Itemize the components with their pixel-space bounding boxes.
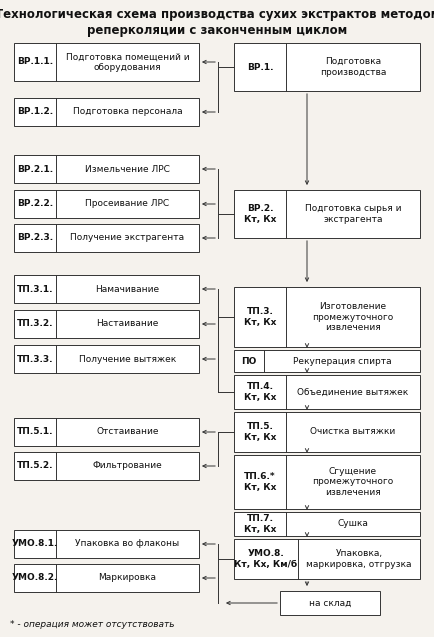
- Text: ВР.1.2.: ВР.1.2.: [17, 108, 53, 117]
- Text: Технологическая схема производства сухих экстрактов методом
реперколяции с закон: Технологическая схема производства сухих…: [0, 8, 434, 37]
- Text: Сушка: Сушка: [337, 520, 368, 529]
- Text: ВР.2.
Кт, Кх: ВР.2. Кт, Кх: [243, 204, 276, 224]
- Text: Подготовка сырья и
экстрагента: Подготовка сырья и экстрагента: [304, 204, 400, 224]
- Text: Маркировка: Маркировка: [98, 573, 156, 582]
- Text: Объединение вытяжек: Объединение вытяжек: [297, 387, 408, 396]
- Text: ТП.5.
Кт, Кх: ТП.5. Кт, Кх: [243, 422, 276, 441]
- Text: Очистка вытяжки: Очистка вытяжки: [310, 427, 395, 436]
- Bar: [14, 275, 198, 303]
- Bar: [233, 512, 419, 536]
- Text: на склад: на склад: [308, 599, 350, 608]
- Text: ТП.3.
Кт, Кх: ТП.3. Кт, Кх: [243, 307, 276, 327]
- Text: Упаковка во флаконы: Упаковка во флаконы: [75, 540, 179, 548]
- Text: ВР.2.2.: ВР.2.2.: [17, 199, 53, 208]
- Bar: [233, 412, 419, 452]
- Text: Сгущение
промежуточного
извлечения: Сгущение промежуточного извлечения: [312, 467, 393, 497]
- Bar: [279, 591, 379, 615]
- Bar: [233, 539, 419, 579]
- Text: ТП.3.2.: ТП.3.2.: [17, 320, 53, 329]
- Text: ВР.2.1.: ВР.2.1.: [17, 164, 53, 173]
- Bar: [14, 452, 198, 480]
- Bar: [14, 564, 198, 592]
- Bar: [14, 98, 198, 126]
- Text: ВР.1.1.: ВР.1.1.: [17, 57, 53, 66]
- Text: ТП.5.1.: ТП.5.1.: [17, 427, 53, 436]
- Text: Намачивание: Намачивание: [95, 285, 159, 294]
- Text: ТП.7.
Кт, Кх: ТП.7. Кт, Кх: [243, 514, 276, 534]
- Text: Получение экстрагента: Получение экстрагента: [70, 234, 184, 243]
- Text: ТП.4.
Кт, Кх: ТП.4. Кт, Кх: [243, 382, 276, 402]
- Text: УМО.8.1.: УМО.8.1.: [12, 540, 58, 548]
- Text: Подготовка помещений и
оборудования: Подготовка помещений и оборудования: [66, 52, 189, 72]
- Bar: [233, 350, 419, 372]
- Text: Измельчение ЛРС: Измельчение ЛРС: [85, 164, 170, 173]
- Text: ВР.1.: ВР.1.: [246, 62, 273, 71]
- Bar: [233, 43, 419, 91]
- Text: ВР.2.3.: ВР.2.3.: [17, 234, 53, 243]
- Bar: [233, 455, 419, 509]
- Text: Подготовка персонала: Подготовка персонала: [72, 108, 182, 117]
- Bar: [14, 43, 198, 81]
- Text: Упаковка,
маркировка, отгрузка: Упаковка, маркировка, отгрузка: [306, 549, 411, 569]
- Text: Отстаивание: Отстаивание: [96, 427, 158, 436]
- Bar: [233, 375, 419, 409]
- Bar: [14, 418, 198, 446]
- Bar: [14, 224, 198, 252]
- Text: ТП.3.3.: ТП.3.3.: [17, 355, 53, 364]
- Text: УМО.8.2.: УМО.8.2.: [12, 573, 58, 582]
- Bar: [14, 345, 198, 373]
- Text: ПО: ПО: [241, 357, 256, 366]
- Bar: [14, 530, 198, 558]
- Bar: [233, 287, 419, 347]
- Text: ТП.5.2.: ТП.5.2.: [17, 461, 53, 471]
- Text: Изготовление
промежуточного
извлечения: Изготовление промежуточного извлечения: [312, 302, 393, 332]
- Text: Рекуперация спирта: Рекуперация спирта: [292, 357, 391, 366]
- Text: Просеивание ЛРС: Просеивание ЛРС: [85, 199, 169, 208]
- Bar: [14, 190, 198, 218]
- Text: ТП.3.1.: ТП.3.1.: [17, 285, 53, 294]
- Text: Настаивание: Настаивание: [96, 320, 158, 329]
- Text: УМО.8.
Кт, Кх, Км/б: УМО.8. Кт, Кх, Км/б: [234, 549, 297, 569]
- Text: Подготовка
производства: Подготовка производства: [319, 57, 385, 76]
- Text: Получение вытяжек: Получение вытяжек: [79, 355, 176, 364]
- Bar: [233, 190, 419, 238]
- Bar: [14, 155, 198, 183]
- Text: * - операция может отсутствовать: * - операция может отсутствовать: [10, 620, 174, 629]
- Text: Фильтрование: Фильтрование: [92, 461, 162, 471]
- Bar: [14, 310, 198, 338]
- Text: ТП.6.*
Кт, Кх: ТП.6.* Кт, Кх: [243, 472, 276, 492]
